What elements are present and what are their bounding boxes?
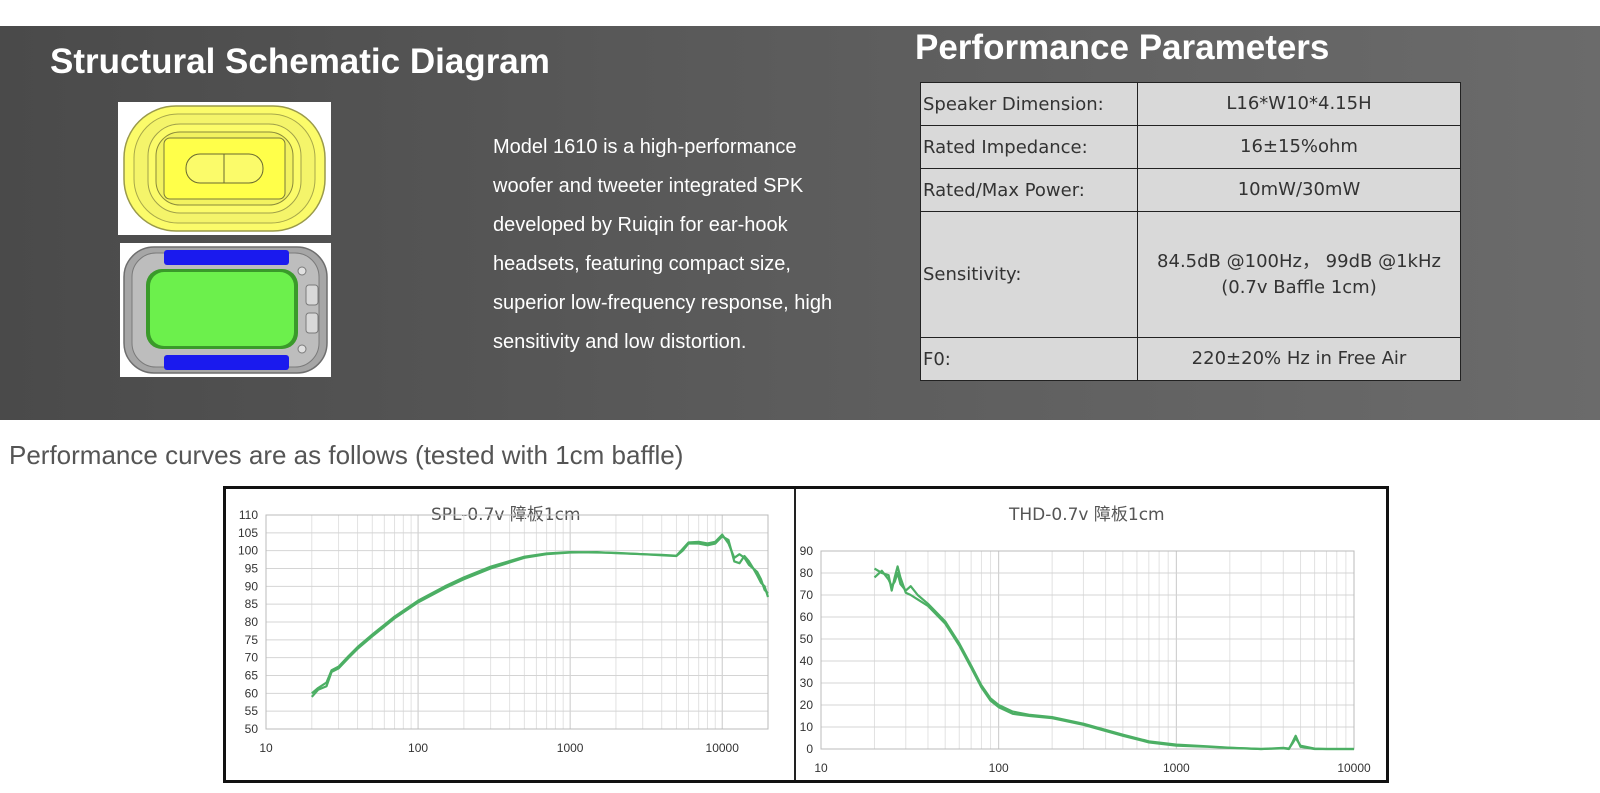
thd-y-tick-label: 50 xyxy=(800,632,814,646)
spl-y-tick-label: 60 xyxy=(245,686,259,700)
spl-x-tick-label: 10 xyxy=(259,741,273,755)
performance-parameters-table: Speaker Dimension: L16*W10*4.15H Rated I… xyxy=(920,82,1461,381)
param-value-line: 84.5dB @100Hz， 99dB @1kHz xyxy=(1157,250,1441,272)
thd-series-line-2 xyxy=(873,569,1354,751)
spl-y-tick-label: 70 xyxy=(245,651,259,665)
thd-series-line-1 xyxy=(873,565,1354,751)
spl-series-line-1 xyxy=(310,535,770,698)
param-key: F0: xyxy=(920,337,1138,381)
spl-y-tick-label: 105 xyxy=(238,526,258,540)
spl-x-tick-label: 100 xyxy=(408,741,428,755)
speaker-top-view-drawing xyxy=(123,105,326,232)
thd-y-tick-label: 0 xyxy=(806,742,813,756)
thd-chart-title: THD-0.7v 障板1cm xyxy=(1009,505,1165,525)
table-row: Rated/Max Power: 10mW/30mW xyxy=(920,168,1461,212)
spl-y-tick-label: 100 xyxy=(238,544,258,558)
spl-y-tick-label: 90 xyxy=(245,579,259,593)
thd-y-tick-label: 30 xyxy=(800,676,814,690)
spl-plot-frame xyxy=(265,514,769,730)
thd-y-tick-label: 80 xyxy=(800,566,814,580)
speaker-top-view-image xyxy=(118,102,331,235)
thd-y-tick-label: 90 xyxy=(800,544,814,558)
description-line: headsets, featuring compact size, xyxy=(493,253,791,275)
param-value: 16±15%ohm xyxy=(1137,125,1461,169)
spl-x-tick-label: 1000 xyxy=(557,741,584,755)
param-key: Rated/Max Power: xyxy=(920,168,1138,212)
thd-x-tick-label: 10000 xyxy=(1337,761,1371,775)
spl-y-tick-label: 80 xyxy=(245,615,259,629)
spl-y-tick-label: 65 xyxy=(245,669,259,683)
curves-subtitle: Performance curves are as follows (teste… xyxy=(9,440,684,470)
speaker-bottom-view-drawing xyxy=(123,246,328,374)
param-value: 220±20% Hz in Free Air xyxy=(1137,337,1461,381)
thd-plot-frame xyxy=(820,550,1355,750)
spl-y-tick-label: 95 xyxy=(245,562,259,576)
product-description: Model 1610 is a high-performance woofer … xyxy=(493,128,873,362)
spl-y-tick-label: 50 xyxy=(245,722,259,736)
thd-y-tick-label: 20 xyxy=(800,698,814,712)
speaker-bottom-view-image xyxy=(120,243,331,377)
table-row: Sensitivity: 84.5dB @100Hz， 99dB @1kHz (… xyxy=(920,211,1461,338)
param-key: Rated Impedance: xyxy=(920,125,1138,169)
thd-y-tick-label: 70 xyxy=(800,588,814,602)
table-row: Speaker Dimension: L16*W10*4.15H xyxy=(920,82,1461,126)
thd-x-tick-label: 100 xyxy=(989,761,1009,775)
structural-heading: Structural Schematic Diagram xyxy=(50,42,550,81)
table-row: Rated Impedance: 16±15%ohm xyxy=(920,125,1461,169)
performance-heading: Performance Parameters xyxy=(915,28,1330,67)
spl-y-tick-label: 75 xyxy=(245,633,259,647)
description-line: Model 1610 is a high-performance xyxy=(493,136,797,158)
table-row: F0: 220±20% Hz in Free Air xyxy=(920,337,1461,381)
thd-y-tick-label: 10 xyxy=(800,720,814,734)
param-key: Sensitivity: xyxy=(920,211,1138,338)
description-line: sensitivity and low distortion. xyxy=(493,331,747,353)
spl-y-tick-label: 55 xyxy=(245,704,259,718)
thd-x-tick-label: 10 xyxy=(814,761,828,775)
description-line: developed by Ruiqin for ear-hook xyxy=(493,214,788,236)
thd-x-tick-label: 1000 xyxy=(1163,761,1190,775)
description-line: woofer and tweeter integrated SPK xyxy=(493,175,804,197)
param-value: 10mW/30mW xyxy=(1137,168,1461,212)
param-value-line: (0.7v Baffle 1cm) xyxy=(1221,276,1377,298)
param-value: 84.5dB @100Hz， 99dB @1kHz (0.7v Baffle 1… xyxy=(1137,211,1461,338)
spl-x-tick-label: 10000 xyxy=(706,741,740,755)
param-key: Speaker Dimension: xyxy=(920,82,1138,126)
charts-frame: SPL-0.7v 障板1cm THD-0.7v 障板1cm 110 105 100 9… xyxy=(223,486,1389,783)
spl-series-line-2 xyxy=(311,533,769,695)
param-value: L16*W10*4.15H xyxy=(1137,82,1461,126)
thd-y-tick-label: 40 xyxy=(800,654,814,668)
spl-y-tick-label: 110 xyxy=(239,508,258,522)
spl-y-tick-label: 85 xyxy=(245,597,259,611)
thd-y-tick-label: 60 xyxy=(800,610,814,624)
description-line: superior low-frequency response, high xyxy=(493,292,833,314)
